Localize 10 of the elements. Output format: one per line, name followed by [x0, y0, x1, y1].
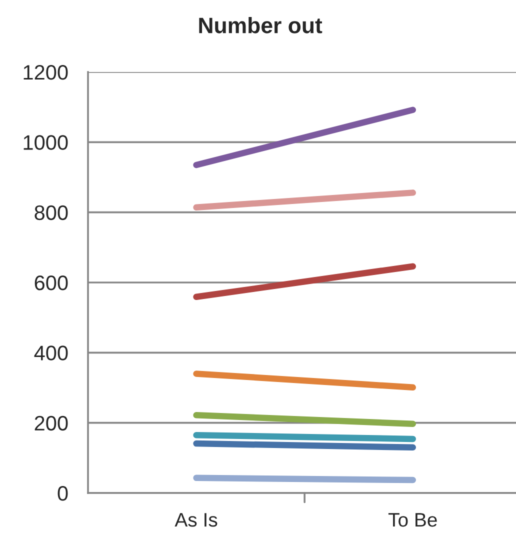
y-tick-label: 800	[34, 205, 68, 220]
y-tick-label: 600	[34, 276, 68, 290]
y-tick-label: 1200	[24, 65, 68, 80]
y-tick-label: 0	[58, 486, 68, 501]
x-tick-label: As Is	[174, 513, 218, 527]
y-tick-label: 1000	[24, 135, 68, 150]
y-tick-label: 200	[34, 416, 68, 431]
y-tick-label: 400	[34, 346, 68, 360]
chart-title: Number out	[199, 17, 322, 34]
x-tick-label: To Be	[388, 513, 437, 527]
